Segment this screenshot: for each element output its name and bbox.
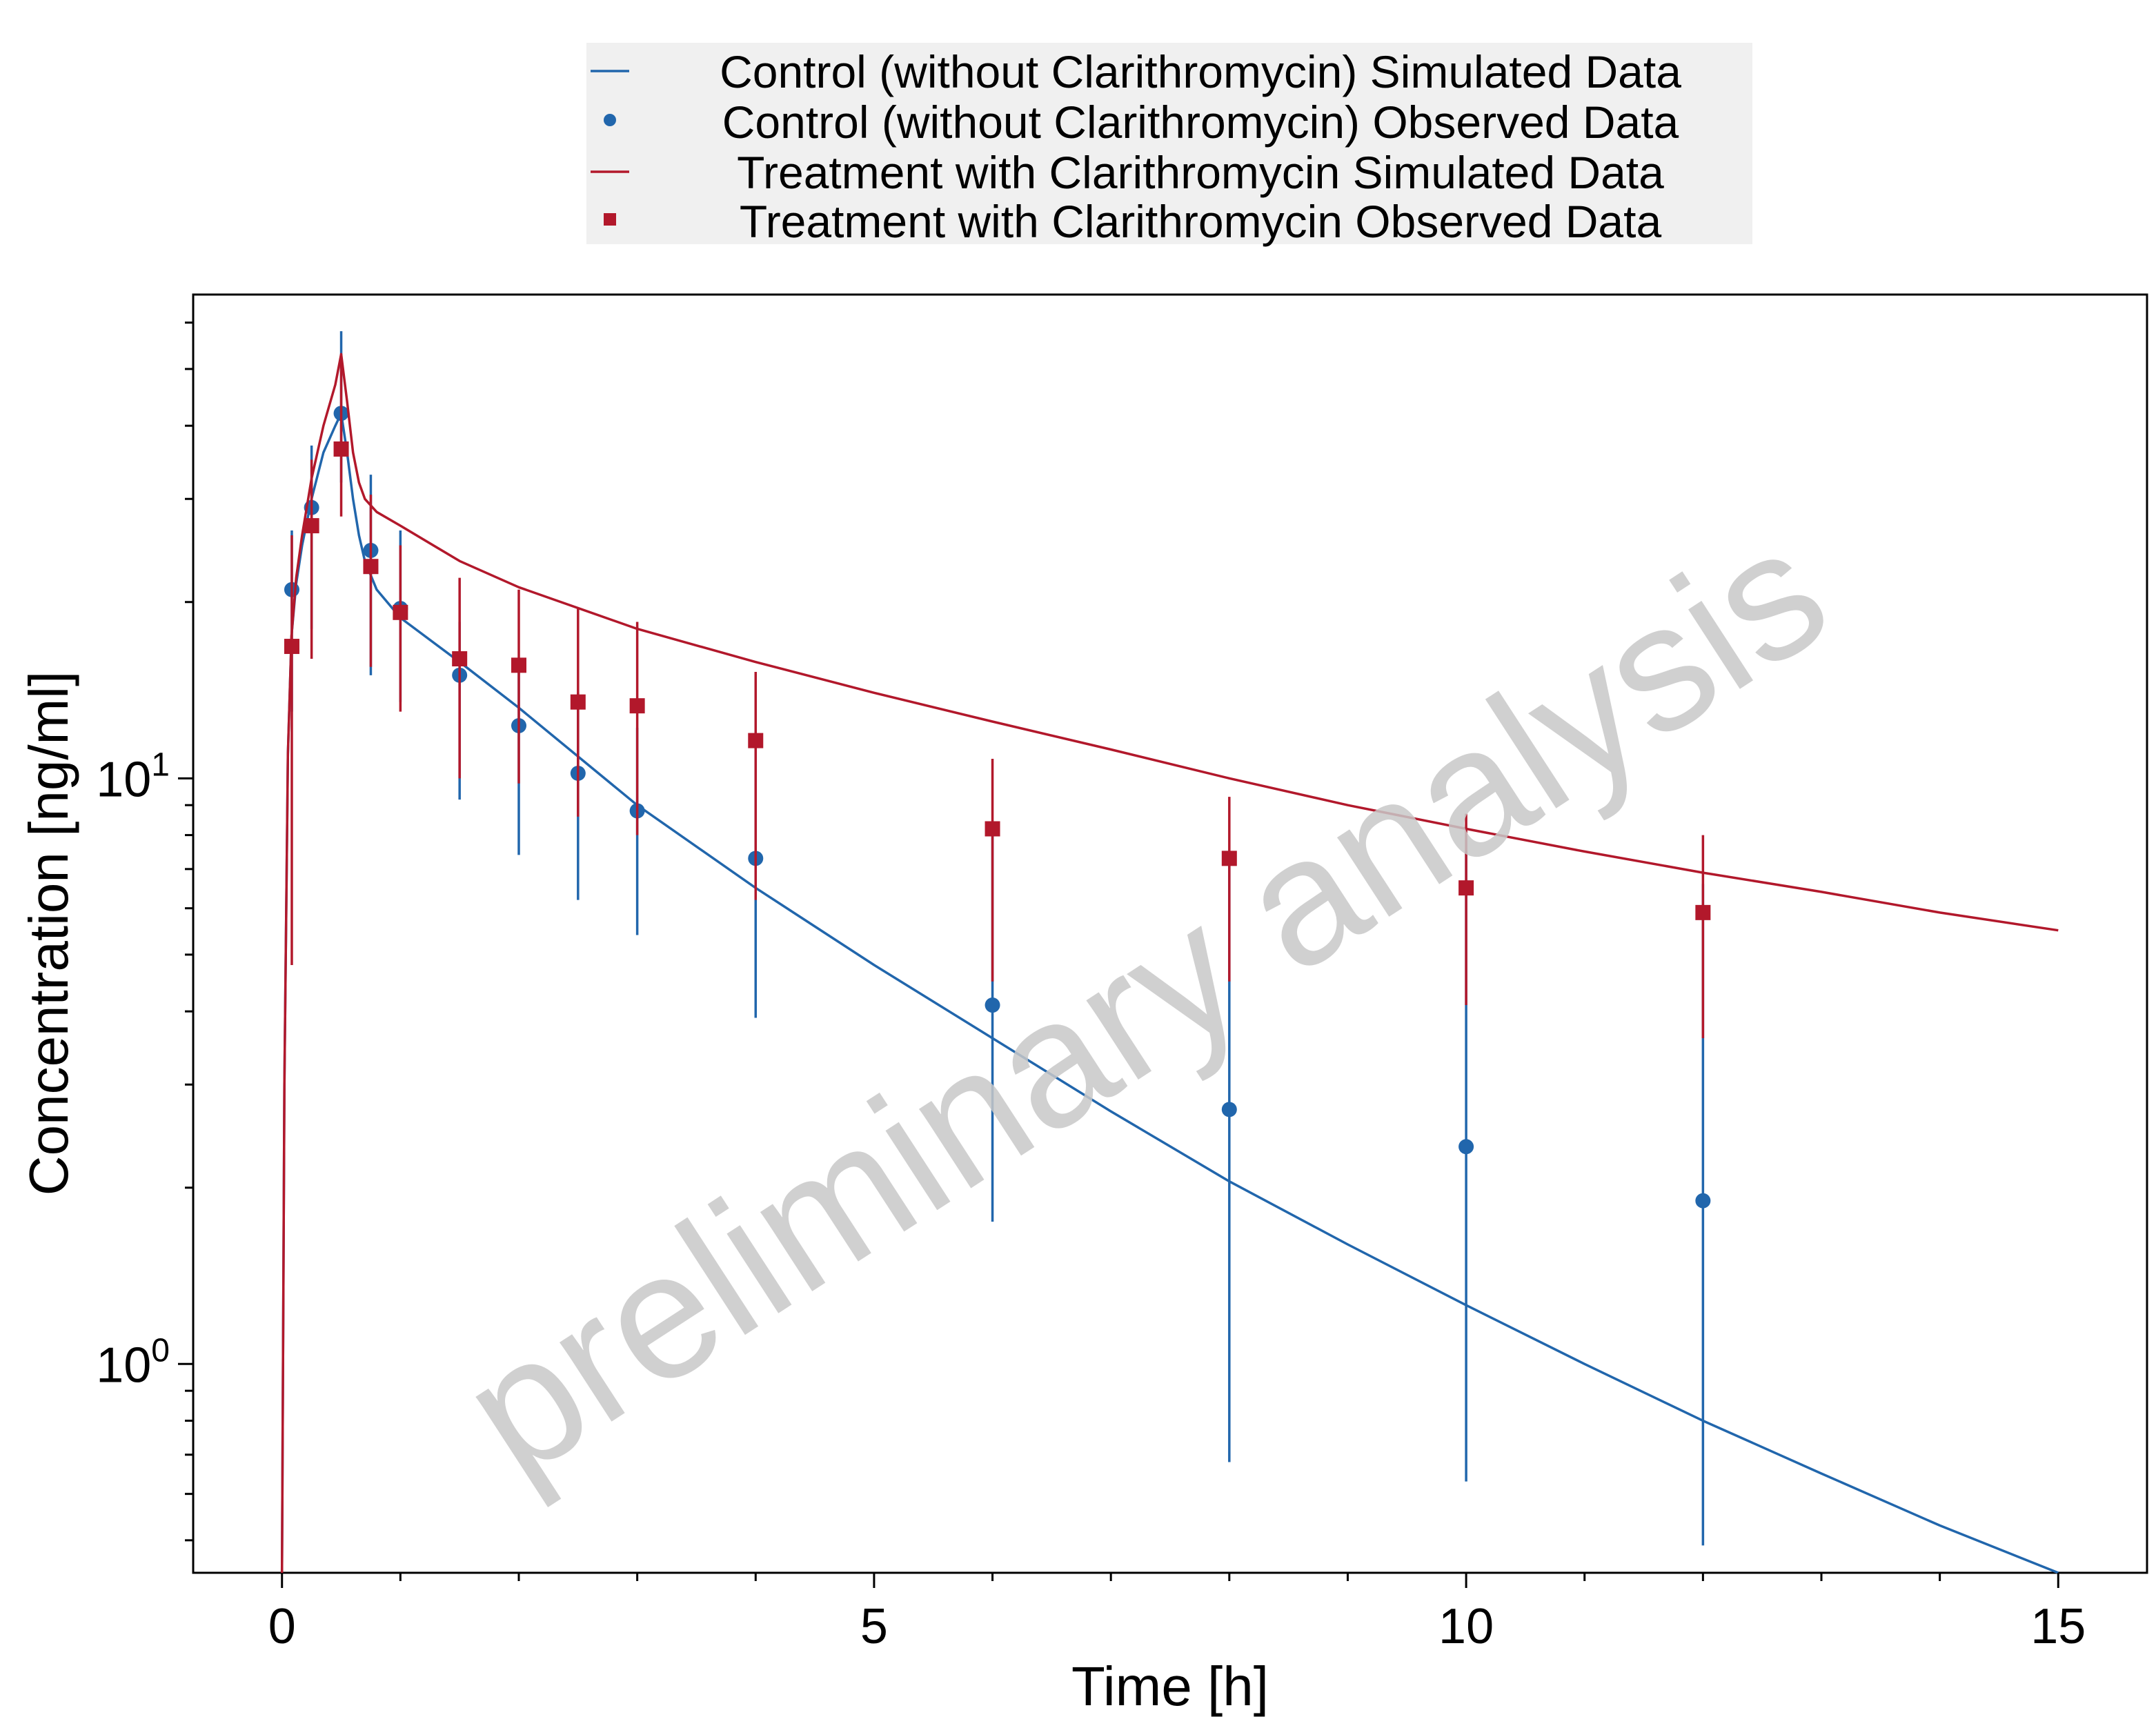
legend-background xyxy=(586,43,1752,244)
data-point xyxy=(363,559,379,575)
axes-layer: 0 5 10 15 100 101 xyxy=(96,321,2086,1654)
legend-label: Treatment with Clarithromycin Observed D… xyxy=(740,196,1662,247)
y-axis-title: Concentration [ng/ml] xyxy=(18,671,79,1195)
data-point xyxy=(570,694,586,710)
data-point xyxy=(985,997,1000,1013)
legend-item-0: Control (without Clarithromycin) Simulat… xyxy=(591,46,1681,97)
data-point xyxy=(511,657,526,673)
plot-frame xyxy=(192,293,2148,1574)
x-tick-label: 10 xyxy=(1438,1599,1494,1654)
series-layer xyxy=(280,331,2059,1574)
data-point xyxy=(1458,880,1474,896)
legend-label: Control (without Clarithromycin) Observe… xyxy=(722,97,1679,148)
legend-item-2: Treatment with Clarithromycin Simulated … xyxy=(591,147,1664,198)
data-point xyxy=(1221,851,1237,866)
data-point xyxy=(284,639,299,655)
data-point xyxy=(333,441,349,457)
legend-label: Control (without Clarithromycin) Simulat… xyxy=(720,46,1681,97)
x-axis-title: Time [h] xyxy=(1071,1656,1269,1717)
data-point xyxy=(1695,904,1711,920)
data-point xyxy=(629,698,645,714)
y-tick-label: 100 xyxy=(96,1332,170,1393)
legend: Control (without Clarithromycin) Simulat… xyxy=(586,43,1752,247)
data-point xyxy=(1458,1139,1474,1155)
y-tick-label: 101 xyxy=(96,746,170,807)
legend-square-swatch xyxy=(604,213,616,226)
x-tick-label: 15 xyxy=(2030,1599,2086,1654)
data-point xyxy=(393,604,408,620)
data-point xyxy=(748,733,764,748)
data-point xyxy=(304,518,319,534)
legend-label: Treatment with Clarithromycin Simulated … xyxy=(737,147,1664,198)
x-tick-label: 0 xyxy=(268,1599,296,1654)
legend-circle-swatch xyxy=(604,114,616,126)
data-point xyxy=(1221,1102,1237,1118)
data-point xyxy=(452,651,468,667)
series-3 xyxy=(284,359,1711,1039)
x-tick-label: 5 xyxy=(860,1599,888,1654)
data-point xyxy=(985,821,1000,837)
data-point xyxy=(1695,1193,1711,1209)
legend-item-1: Control (without Clarithromycin) Observe… xyxy=(604,97,1679,148)
legend-item-3: Treatment with Clarithromycin Observed D… xyxy=(604,196,1661,247)
